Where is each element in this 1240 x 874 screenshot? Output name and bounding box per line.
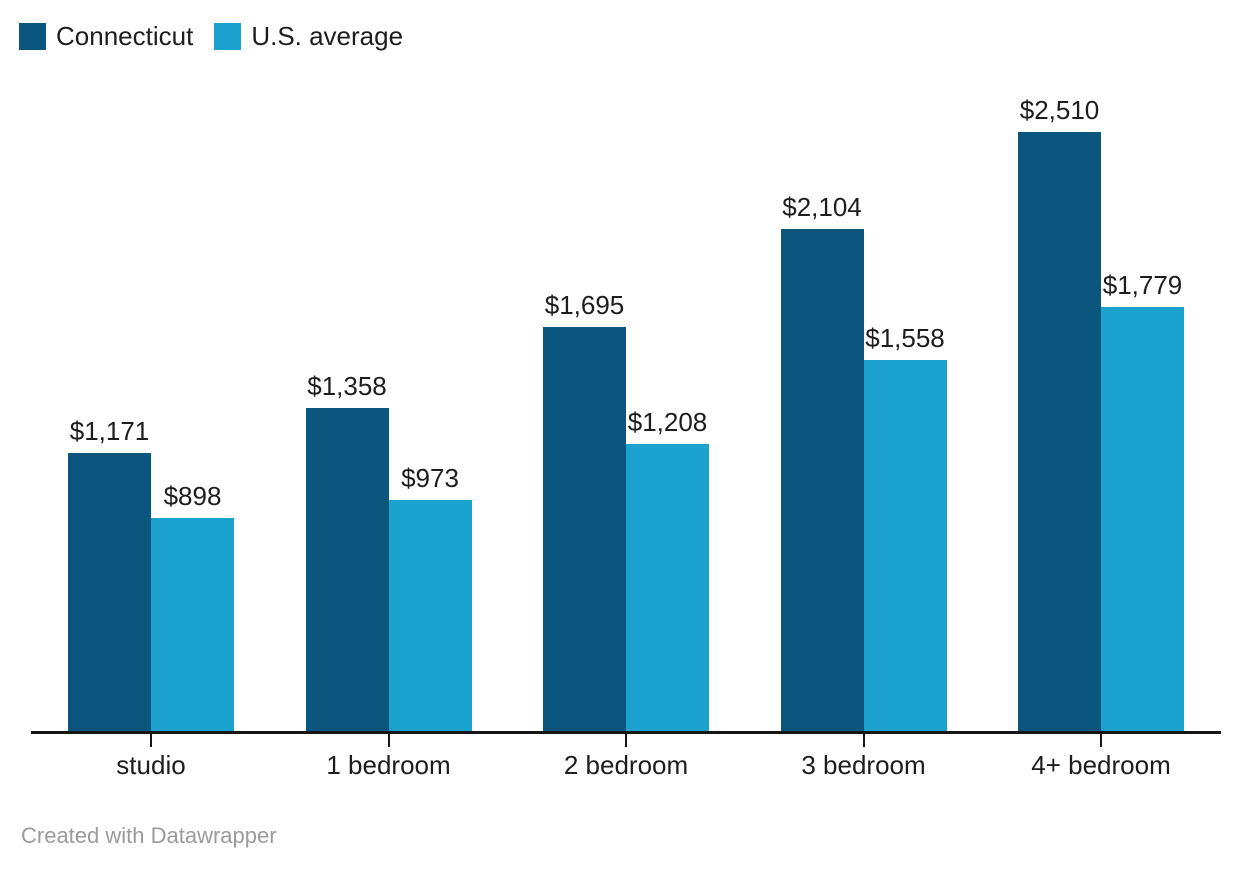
value-label-u-s-average-studio: $898 — [163, 481, 222, 511]
x-axis-label-1-bedroom: 1 bedroom — [326, 750, 451, 780]
legend-label: U.S. average — [251, 21, 404, 51]
chart-legend: Connecticut U.S. average — [19, 22, 403, 50]
bar-connecticut-4-bedroom — [1018, 132, 1101, 733]
bar-u-s-average-3-bedroom — [863, 360, 947, 733]
value-label-connecticut-studio: $1,171 — [69, 416, 150, 446]
x-axis-tick-4-bedroom — [1100, 734, 1102, 747]
x-axis-tick-1-bedroom — [387, 734, 390, 747]
bar-u-s-average-4-bedroom — [1101, 307, 1184, 733]
x-axis-baseline — [31, 731, 1221, 734]
value-label-connecticut-3-bedroom: $2,104 — [782, 192, 862, 222]
legend-item-u-s-average: U.S. average — [214, 22, 403, 50]
legend-swatch-connecticut — [19, 22, 46, 50]
x-axis-label-3-bedroom: 3 bedroom — [801, 750, 926, 780]
bar-connecticut-3-bedroom — [780, 229, 864, 733]
x-axis-label-4-bedroom: 4+ bedroom — [1031, 750, 1171, 780]
value-label-u-s-average-2-bedroom: $1,208 — [627, 407, 708, 437]
bar-connecticut-studio — [68, 453, 151, 733]
x-axis-label-2-bedroom: 2 bedroom — [563, 750, 689, 780]
bar-connecticut-1-bedroom — [305, 408, 389, 733]
legend-item-connecticut: Connecticut — [19, 22, 193, 50]
x-axis-tick-3-bedroom — [862, 734, 865, 747]
value-label-connecticut-1-bedroom: $1,358 — [307, 371, 387, 401]
legend-swatch-u-s-average — [214, 22, 242, 50]
legend-label: Connecticut — [56, 21, 194, 51]
value-label-connecticut-2-bedroom: $1,695 — [544, 290, 625, 320]
x-axis-tick-2-bedroom — [625, 734, 627, 747]
value-label-u-s-average-1-bedroom: $973 — [401, 463, 459, 493]
bar-connecticut-2-bedroom — [543, 327, 626, 733]
datawrapper-attribution-link[interactable]: Created with Datawrapper — [21, 823, 277, 848]
value-label-u-s-average-4-bedroom: $1,779 — [1102, 270, 1183, 300]
bar-u-s-average-studio — [151, 518, 234, 733]
bar-u-s-average-2-bedroom — [626, 444, 709, 733]
x-axis-tick-studio — [150, 734, 152, 747]
bar-u-s-average-1-bedroom — [388, 500, 472, 733]
value-label-connecticut-4-bedroom: $2,510 — [1019, 95, 1100, 125]
value-label-u-s-average-3-bedroom: $1,558 — [865, 323, 945, 353]
x-axis-label-studio: studio — [116, 750, 186, 780]
